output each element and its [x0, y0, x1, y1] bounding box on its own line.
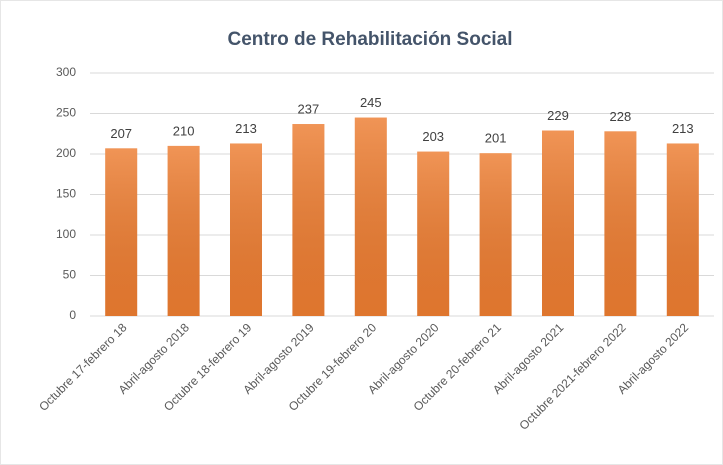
y-tick-label: 50: [63, 268, 77, 282]
bar-shade: [105, 148, 138, 316]
data-label: 207: [110, 126, 132, 141]
bar-shade: [604, 131, 637, 316]
bar-shade: [167, 145, 200, 316]
data-label: 245: [360, 95, 382, 110]
data-label: 213: [235, 121, 257, 136]
data-label: 203: [422, 129, 444, 144]
bar-shade: [666, 143, 699, 316]
y-tick-label: 300: [56, 65, 76, 79]
y-tick-label: 250: [56, 106, 76, 120]
bar-shade: [354, 117, 387, 316]
bar-shade: [230, 143, 262, 316]
y-tick-label: 100: [56, 227, 76, 241]
chart-title: Centro de Rehabilitación Social: [227, 29, 512, 50]
data-label: 228: [610, 109, 632, 124]
bar-shade: [479, 153, 512, 316]
bar-shade: [417, 151, 450, 316]
data-label: 213: [672, 121, 694, 136]
data-label: 229: [547, 108, 569, 123]
bar-shade: [542, 130, 574, 316]
y-tick-label: 0: [69, 308, 76, 322]
data-label: 237: [298, 101, 320, 116]
y-tick-label: 150: [56, 187, 76, 201]
bar-shade: [292, 124, 325, 316]
data-label: 201: [485, 131, 507, 146]
y-tick-label: 200: [56, 146, 76, 160]
data-label: 210: [173, 123, 195, 138]
